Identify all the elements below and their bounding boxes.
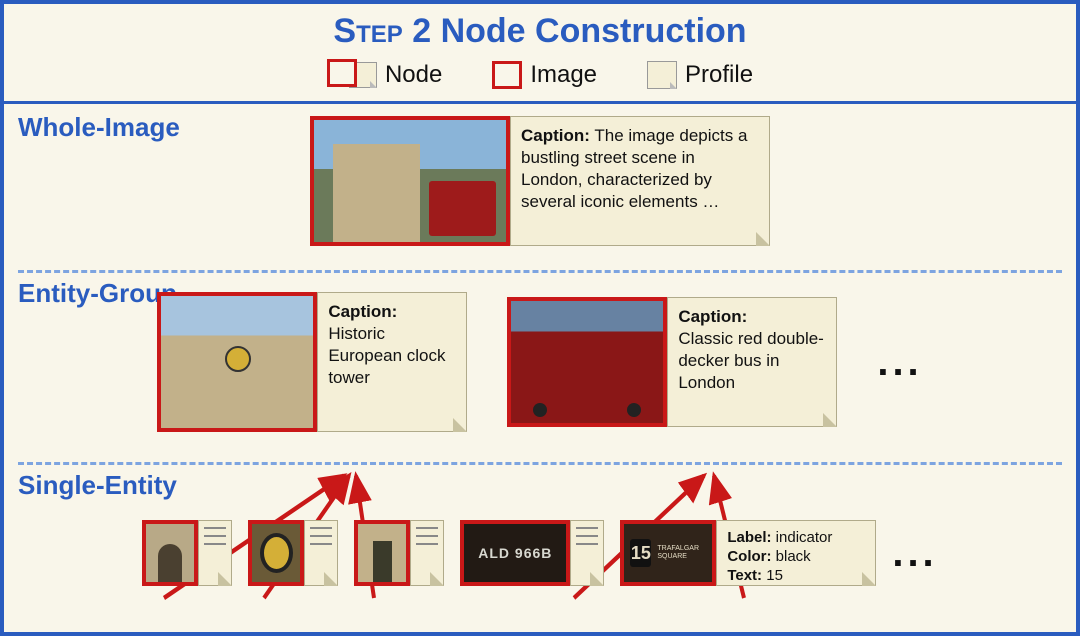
section-whole-image: Whole-Image Caption: The image depicts a… (4, 104, 1076, 270)
whole-image-photo (310, 116, 510, 246)
label-val: indicator (772, 529, 833, 546)
text-val: 15 (762, 567, 783, 584)
single-door-node (354, 520, 444, 586)
caption-label: Caption: (328, 302, 397, 321)
entity-group-tower-node: Caption: Historic European clock tower (157, 292, 467, 432)
single-sign-profile: Label: indicator Color: black Text: 15 (716, 520, 876, 586)
node-icon (327, 59, 377, 91)
single-sign-node: 15 TRAFALGAR SQUARE Label: indicator Col… (620, 520, 876, 586)
whole-image-caption: Caption: The image depicts a bustling st… (510, 116, 770, 246)
caption-label: Caption: (521, 126, 590, 145)
image-icon (492, 61, 522, 89)
section-entity-group: Entity-Group Caption:Historic European c… (4, 270, 1076, 462)
section-label-single: Single-Entity (18, 470, 177, 501)
sign-number: 15 (630, 539, 651, 567)
legend-profile-label: Profile (685, 61, 753, 89)
legend-image-label: Image (530, 61, 597, 89)
single-clock-node (248, 520, 338, 586)
mini-profile (410, 520, 444, 586)
tower-caption: Caption: Historic European clock tower (317, 292, 467, 432)
legend: Node Image Profile (4, 59, 1076, 91)
caption-label: Caption: (678, 307, 747, 326)
bus-caption: Caption: Classic red double-decker bus in… (667, 297, 837, 427)
bus-photo (507, 297, 667, 427)
sign-photo: 15 TRAFALGAR SQUARE (620, 520, 716, 586)
whole-image-node: Caption: The image depicts a bustling st… (310, 116, 770, 246)
entity-group-bus-node: Caption: Classic red double-decker bus in… (507, 297, 837, 427)
section-single-entity: Single-Entity ALD 966B (4, 462, 1076, 632)
arch-photo (142, 520, 198, 586)
single-arch-node (142, 520, 232, 586)
sign-dest: TRAFALGAR SQUARE (657, 545, 712, 560)
diagram-title: Step 2 Node Construction (4, 12, 1076, 51)
title-step: Step (333, 12, 402, 50)
ellipsis: ... (877, 340, 922, 385)
color-val: black (772, 548, 811, 565)
door-photo (354, 520, 410, 586)
plate-text: ALD 966B (478, 545, 552, 561)
legend-profile: Profile (647, 59, 753, 91)
legend-node-label: Node (385, 61, 442, 89)
legend-image: Image (492, 59, 597, 91)
clock-photo (248, 520, 304, 586)
header: Step 2 Node Construction Node Image Prof… (4, 4, 1076, 104)
title-rest: 2 Node Construction (403, 12, 747, 50)
legend-node: Node (327, 59, 442, 91)
single-plate-node: ALD 966B (460, 520, 604, 586)
profile-icon (647, 61, 677, 89)
caption-text: Historic European clock tower (328, 324, 445, 387)
plate-photo: ALD 966B (460, 520, 570, 586)
label-key: Label: (727, 529, 771, 546)
mini-profile (198, 520, 232, 586)
mini-profile (570, 520, 604, 586)
text-key: Text: (727, 567, 762, 584)
tower-photo (157, 292, 317, 432)
mini-profile (304, 520, 338, 586)
ellipsis: ... (892, 531, 937, 576)
color-key: Color: (727, 548, 771, 565)
caption-text: Classic red double-decker bus in London (678, 329, 824, 392)
diagram-frame: Step 2 Node Construction Node Image Prof… (0, 0, 1080, 636)
